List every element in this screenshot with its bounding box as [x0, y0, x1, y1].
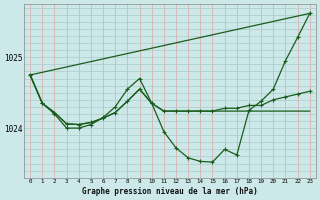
- X-axis label: Graphe pression niveau de la mer (hPa): Graphe pression niveau de la mer (hPa): [82, 187, 258, 196]
